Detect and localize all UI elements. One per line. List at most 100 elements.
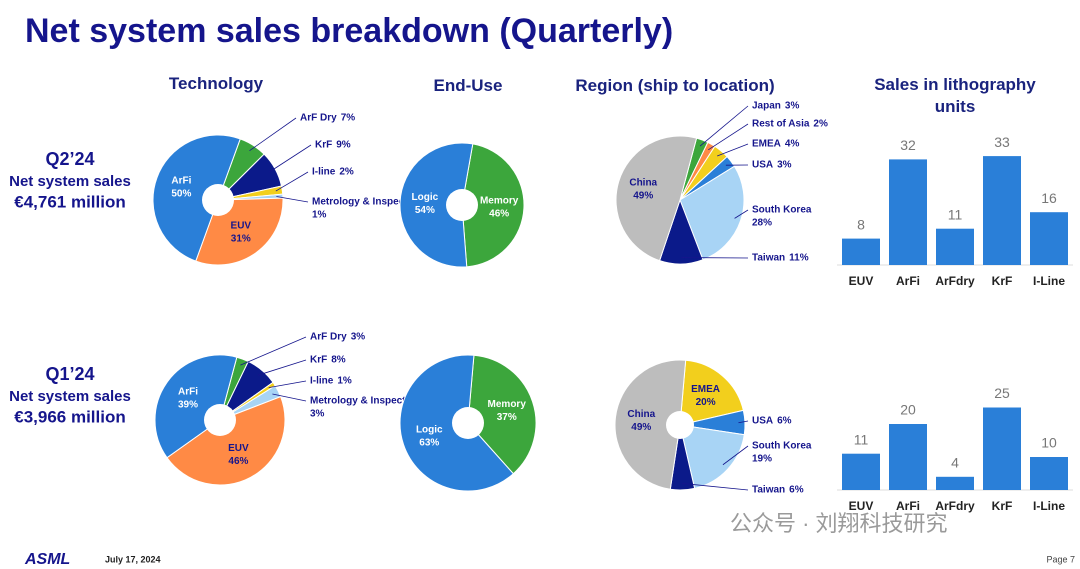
bar-category-label: EUV (849, 274, 874, 288)
bar-value-label: 4 (951, 455, 959, 471)
pie-slice (679, 359, 744, 426)
leader-line (738, 420, 749, 424)
column-header: Technology (168, 74, 264, 93)
pie-slice (461, 143, 525, 268)
slice-label: Metrology & Inspection (310, 396, 421, 407)
slice-label: ArF Dry (310, 332, 347, 343)
slice-label: Logic (416, 425, 443, 436)
slice-value-label: 9% (336, 140, 351, 151)
bar-category-label: KrF (992, 499, 1013, 513)
slice-value-label: 3% (785, 101, 800, 112)
quarter-label: Q1’24 (45, 364, 94, 384)
bar-value-label: 33 (994, 134, 1010, 150)
bar-category-label: EUV (849, 499, 874, 513)
slice-value-label: 3% (777, 160, 792, 171)
bar (889, 424, 927, 490)
column-header: Region (ship to location) (575, 76, 775, 95)
column-header: Sales in lithography units (874, 75, 1036, 116)
quarter-label: Q2’24 (45, 149, 94, 169)
leader-line (257, 359, 307, 376)
slice-label: EMEA (752, 139, 781, 150)
bar-value-label: 11 (854, 431, 869, 447)
bar-value-label: 20 (900, 402, 916, 418)
page-number: Page 7 (1046, 554, 1075, 564)
slice-label: I-line (310, 376, 334, 387)
slice-label: Japan (752, 101, 781, 112)
bar (842, 238, 880, 265)
slice-label: ArF Dry (300, 113, 337, 124)
slice-label: Rest of Asia (752, 119, 810, 130)
slice-label: Taiwan (752, 253, 785, 264)
date: July 17, 2024 (105, 554, 161, 564)
slice-value-label: 2% (813, 119, 828, 130)
leader-line (240, 336, 307, 366)
slice-label: ArFi (178, 386, 198, 397)
slice-label: KrF (315, 140, 332, 151)
pie-slice (152, 134, 241, 262)
bar-value-label: 25 (994, 385, 1010, 401)
row-label: Net system sales (9, 388, 131, 405)
bar-category-label: I-Line (1033, 499, 1065, 513)
slice-label: Metrology & Inspection (312, 197, 423, 208)
slice-value-label: 28% (752, 218, 772, 229)
slice-value-label: 39% (178, 399, 198, 410)
pie-slice (399, 142, 474, 268)
pie-slice (154, 354, 238, 459)
slice-value-label: 20% (696, 397, 716, 408)
pie-slice (614, 359, 687, 490)
slice-value-label: 1% (312, 210, 327, 221)
pie-hole (452, 407, 484, 439)
pie-hole (666, 411, 694, 439)
slice-value-label: 6% (777, 416, 792, 427)
slice-value-label: 3% (310, 409, 325, 420)
slide-title: Net system sales breakdown (Quarterly) (25, 12, 674, 50)
bar (889, 159, 927, 265)
slice-label: Memory (488, 399, 527, 410)
slice-label: South Korea (752, 441, 812, 452)
pie-hole (204, 404, 236, 436)
pie-hole (446, 189, 478, 221)
slice-value-label: 3% (351, 332, 366, 343)
slice-label: South Korea (752, 205, 812, 216)
bar (1030, 212, 1068, 265)
slice-value-label: 54% (415, 205, 435, 216)
bar-value-label: 10 (1041, 435, 1057, 451)
pie-slice (679, 424, 745, 489)
bar-value-label: 16 (1041, 190, 1057, 206)
slice-value-label: 50% (171, 188, 191, 199)
bar (983, 407, 1021, 490)
pie-slice (467, 354, 537, 475)
leader-line (272, 393, 307, 402)
bar-value-label: 11 (948, 206, 963, 222)
bar (842, 453, 880, 490)
pie-hole (202, 184, 234, 216)
slice-value-label: 31% (231, 233, 251, 244)
slice-label: ArFi (171, 175, 191, 186)
slice-value-label: 63% (419, 438, 439, 449)
slice-label: USA (752, 416, 773, 427)
slice-label: I-line (312, 167, 336, 178)
leader-line (682, 483, 749, 491)
slice-value-label: 49% (631, 422, 651, 433)
leader-line (708, 123, 749, 151)
slice-value-label: 7% (341, 113, 356, 124)
bar (1030, 457, 1068, 490)
column-header: End-Use (433, 76, 503, 95)
pie-slice (166, 396, 286, 486)
leader-line (717, 143, 749, 157)
bar-category-label: ArFi (896, 274, 920, 288)
bar-category-label: I-Line (1033, 274, 1065, 288)
bar-value-label: 32 (900, 137, 916, 153)
slice-value-label: 37% (497, 412, 517, 423)
leader-line (269, 144, 312, 173)
slice-label: EMEA (691, 384, 720, 395)
slice-label: USA (752, 160, 773, 171)
row-label: Net system sales (9, 173, 131, 190)
slice-value-label: 8% (331, 355, 346, 366)
bar-value-label: 8 (857, 216, 865, 232)
leader-line (276, 196, 309, 203)
slice-value-label: 6% (789, 485, 804, 496)
slice-label: Logic (412, 192, 439, 203)
